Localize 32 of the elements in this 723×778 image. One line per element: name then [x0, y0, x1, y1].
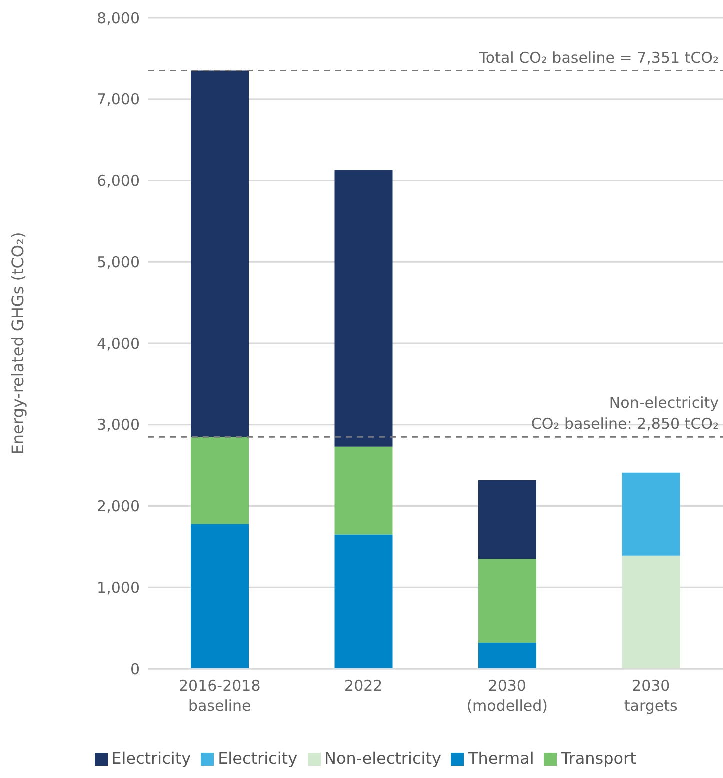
- y-tick-label: 6,000: [97, 172, 140, 190]
- legend-label: Electricity: [218, 749, 298, 768]
- y-axis-title: Energy-related GHGs (tCO₂): [8, 232, 28, 455]
- bar: [478, 559, 536, 643]
- ref-line-label: Non-electricity CO₂ baseline: 2,850 tCO₂: [531, 394, 720, 434]
- bar: [478, 480, 536, 560]
- y-tick-label: 2,000: [97, 498, 140, 516]
- bar: [334, 170, 393, 447]
- legend-label: Non-electricity: [324, 749, 442, 768]
- y-tick-label: 1,000: [97, 578, 140, 597]
- bar: [191, 524, 249, 669]
- y-tick-label: 4,000: [97, 334, 140, 353]
- y-tick-label: 7,000: [97, 90, 140, 109]
- legend-label: Thermal: [468, 749, 534, 768]
- x-tick-label: 2022: [344, 677, 383, 695]
- x-tick-label: 2016-2018 baseline: [178, 677, 261, 715]
- bar: [478, 642, 536, 669]
- x-tick-label: 2030 targets: [624, 677, 678, 715]
- y-tick-label: 3,000: [97, 416, 140, 434]
- x-tick-label: 2030 (modelled): [466, 677, 548, 715]
- ref-line-label: Total CO₂ baseline = 7,351 tCO₂: [478, 48, 719, 67]
- y-tick-label: 5,000: [97, 253, 140, 272]
- bar: [334, 534, 393, 669]
- bar: [191, 70, 249, 438]
- y-tick-label: 8,000: [97, 9, 140, 28]
- bar: [191, 437, 249, 524]
- bar: [622, 472, 680, 556]
- bar: [334, 446, 393, 535]
- legend-label: Transport: [561, 749, 636, 768]
- bar: [622, 556, 680, 669]
- legend-label: Electricity: [112, 749, 192, 768]
- y-tick-label: 0: [130, 660, 140, 678]
